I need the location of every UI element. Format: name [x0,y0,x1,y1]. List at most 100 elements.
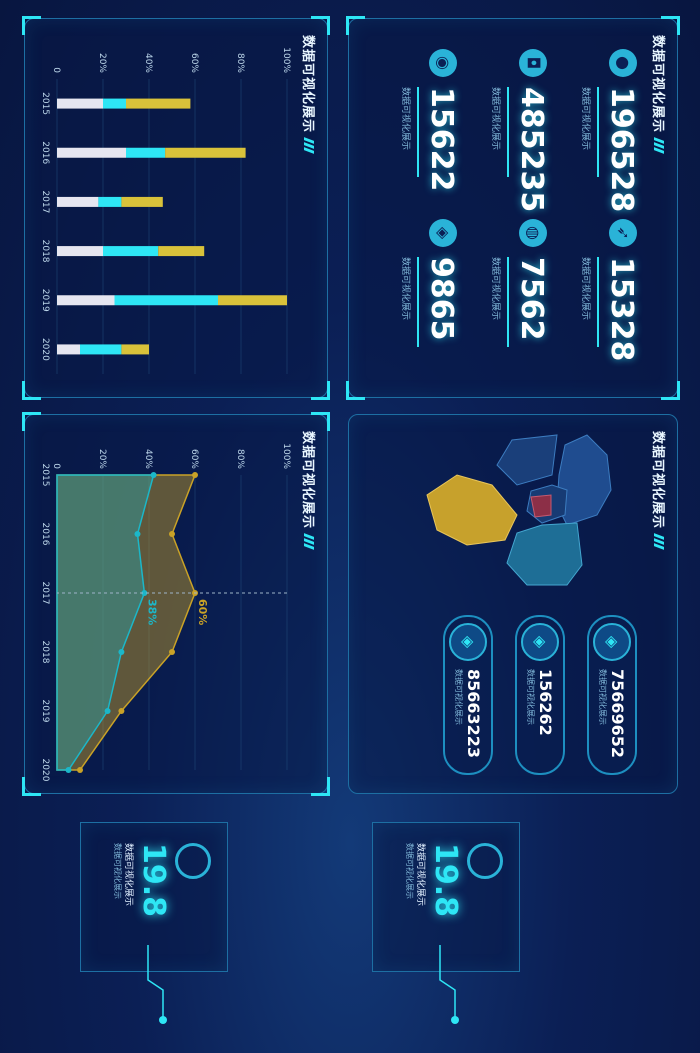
x-tick-label: 2019 [40,289,50,312]
cube-icon: ◈ [429,219,457,247]
bar-segment [79,344,122,355]
kpi-caption: 数据可视化展示 [415,843,425,907]
x-tick-label: 2015 [40,464,50,487]
kpi-card-bottom: 19.8 数据可视化展示 数据可视化展示 [80,822,228,972]
data-point [65,767,72,773]
bar-segment [56,196,99,207]
y-tick-label: 100% [281,47,291,73]
stat-caption: 数据可视化展示 [490,87,509,177]
kpi-value: 19.8 [428,843,463,918]
y-tick-label: 60% [189,449,199,469]
stat-caption: 数据可视化展示 [400,257,419,347]
map-region-east [506,522,583,586]
stat-caption: 数据可视化展示 [490,257,509,347]
x-tick-label: 2017 [40,582,50,605]
y-tick-label: 100% [281,443,291,469]
data-point [141,590,148,596]
stat-caption: 数据可视化展示 [580,87,599,177]
bar-segment [165,147,246,158]
bar-segment [57,344,80,355]
y-tick-label: 0 [51,67,61,73]
y-tick-label: 20% [97,449,107,469]
area-chart-panel: 数据可视化展示 0 20% 40% 60% 80% 100% 2015 2016 2017 201… [22,412,330,796]
data-point [77,767,83,773]
kpi-caption: 数据可视化展示 [123,843,133,907]
area-chart: 0 20% 40% 60% 80% 100% 2015 2016 2017 2018 2019 202… [40,443,291,782]
y-tick-label: 40% [143,449,153,469]
target-icon [467,843,503,879]
kpi-subcaption: 数据可视化展示 [113,843,122,899]
data-point [150,472,157,478]
x-tick-label: 2018 [40,240,50,263]
x-tick-label: 2019 [40,700,50,723]
data-point [169,649,175,655]
kpi-value: 19.8 [136,843,171,918]
stat-value: 196528 [604,87,639,213]
x-tick-label: 2020 [40,759,50,782]
stat-caption: 数据可视化展示 [580,257,599,347]
stat-2: ➶ 15328 数据可视化展示 [580,219,639,361]
stat-caption: 数据可视化展示 [400,87,419,177]
bar-segment [121,344,149,355]
bar-chart: 0 20% 40% 60% 80% 100% 2015 2016 2017 2018 2019 202… [40,47,291,374]
stat-1: ● 196528 数据可视化展示 [580,49,639,213]
stat-3: ◘ 485235 数据可视化展示 [490,49,549,213]
y-tick-label: 60% [189,53,199,73]
bar-segment [125,98,191,109]
target-icon [175,843,211,879]
stat-4: ◍ 7562 数据可视化展示 [490,219,549,347]
kpi-card-top: 19.8 数据可视化展示 数据可视化展示 [372,822,520,972]
y-tick-label: 20% [97,53,107,73]
bar-segment [114,295,218,306]
bar-segment [57,147,126,158]
stat-value: 9865 [424,257,459,341]
stat-value: 15622 [424,87,459,192]
region-map [426,434,612,586]
annotation-label: 60% [196,599,209,625]
y-tick-label: 0 [51,463,61,469]
panel-title: 数据可视化展示 [650,35,669,154]
x-tick-label: 2018 [40,641,50,664]
globe-icon: ◍ [519,219,547,247]
kpi-subcaption: 数据可视化展示 [405,843,414,899]
bar-segment [121,196,163,207]
bar-segment [57,295,115,306]
bar-segment [57,98,103,109]
data-point [118,708,125,714]
planet-icon: ◉ [429,49,457,77]
data-point [118,649,125,655]
data-point [169,531,175,537]
x-tick-label: 2016 [40,141,50,164]
stats-panel: 数据可视化展示 ● 196528 数据可视化展示 ➶ 15328 数据可视化展示 ◘… [346,16,680,400]
x-tick-label: 2017 [40,190,50,213]
y-tick-label: 80% [235,449,245,469]
bar-chart-panel: 数据可视化展示 0 20% 40% 60% 80% 100% 2015 2016 2017 201… [22,16,330,400]
robot-icon: ◘ [519,49,547,77]
bar-segment [126,147,166,158]
bar-segment [98,196,122,207]
x-tick-label: 2016 [40,523,50,546]
map-region-south [426,474,518,546]
bar-segment [218,295,287,306]
stat-value: 485235 [514,87,549,213]
data-point [134,531,141,537]
map-region-red [530,494,552,518]
data-point [192,472,198,478]
bulb-icon: ● [609,49,637,77]
bar-segment [102,246,159,257]
rocket-icon: ➶ [609,219,637,247]
map-region-west [496,434,558,486]
stat-value: 7562 [514,257,549,341]
y-tick-label: 80% [235,53,245,73]
annotation-label: 38% [145,599,158,625]
bar-segment [158,246,205,257]
data-point [104,708,111,714]
bar-segment [103,98,126,109]
stat-6: ◈ 9865 数据可视化展示 [400,219,459,347]
map-panel: 数据可视化展示 ◈ 75669652 数据可视化展示 ◈ 156262 数据可视化… [348,414,678,794]
x-tick-label: 2020 [40,338,50,361]
x-tick-label: 2015 [40,92,50,115]
stat-5: ◉ 15622 数据可视化展示 [400,49,459,192]
bar-segment [57,246,103,257]
